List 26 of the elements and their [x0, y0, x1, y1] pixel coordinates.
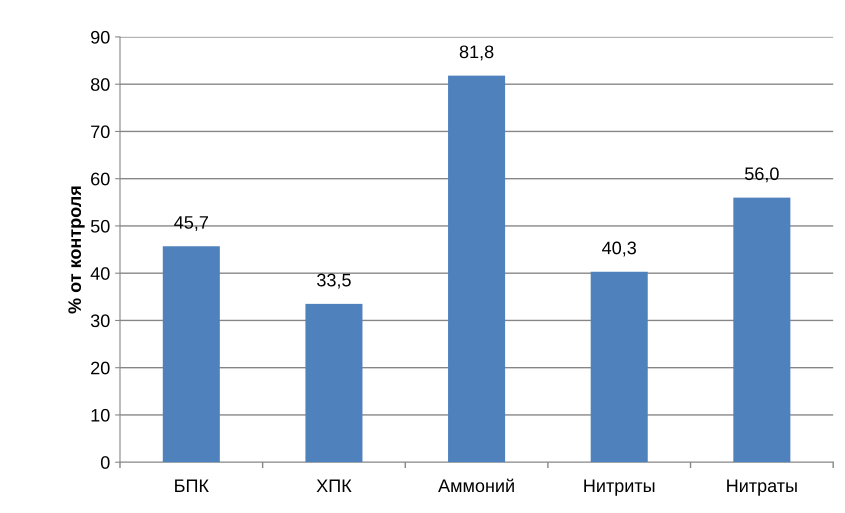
y-tick-label: 10	[92, 408, 110, 422]
y-tick-label: 80	[90, 78, 110, 91]
data-label: 45,7	[174, 216, 208, 231]
y-tick-label: 0	[100, 456, 110, 469]
bar	[162, 246, 220, 462]
y-tick-label: 70	[91, 125, 110, 138]
x-tick-label: Нитраты	[727, 480, 797, 496]
x-tick-label: БПК	[175, 480, 209, 492]
y-axis-title: % от контроля	[68, 186, 85, 314]
bar	[590, 272, 648, 462]
data-label: 81,8	[460, 45, 494, 60]
y-tick-label: 90	[91, 30, 110, 44]
y-tick-label: 20	[91, 362, 110, 374]
data-label: 40,3	[602, 242, 636, 256]
bar	[733, 198, 790, 462]
y-tick-label: 30	[90, 314, 110, 328]
x-tick-label: Нитриты	[584, 480, 654, 496]
y-tick-label: 50	[90, 220, 110, 233]
bar	[448, 76, 506, 462]
x-tick-label: Аммоний	[438, 478, 514, 492]
bar	[305, 304, 362, 462]
data-label: 33,5	[317, 274, 351, 289]
y-tick-label: 40	[90, 267, 110, 280]
x-tick-label: ХПК	[316, 480, 352, 492]
data-label: 56,0	[745, 167, 779, 182]
y-tick-label: 60	[91, 172, 110, 186]
